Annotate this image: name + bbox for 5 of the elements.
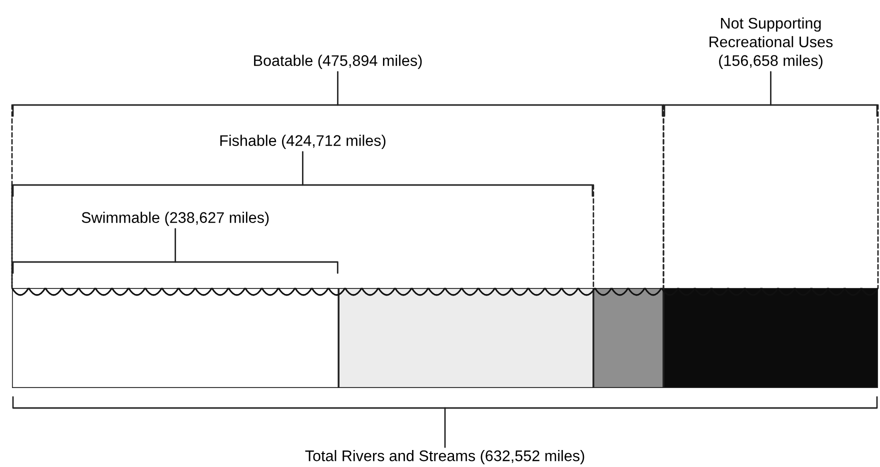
text: Boatable (475,894 miles) bbox=[254, 54, 422, 69]
text: Total Rivers and Streams (632,552 miles) bbox=[305, 450, 584, 464]
text: Not Supporting Recreational Uses (156,658 miles) bbox=[710, 17, 833, 69]
text: Swimmable (238,627 miles) bbox=[82, 212, 269, 226]
text: Fishable (424,712 miles) bbox=[220, 134, 386, 149]
